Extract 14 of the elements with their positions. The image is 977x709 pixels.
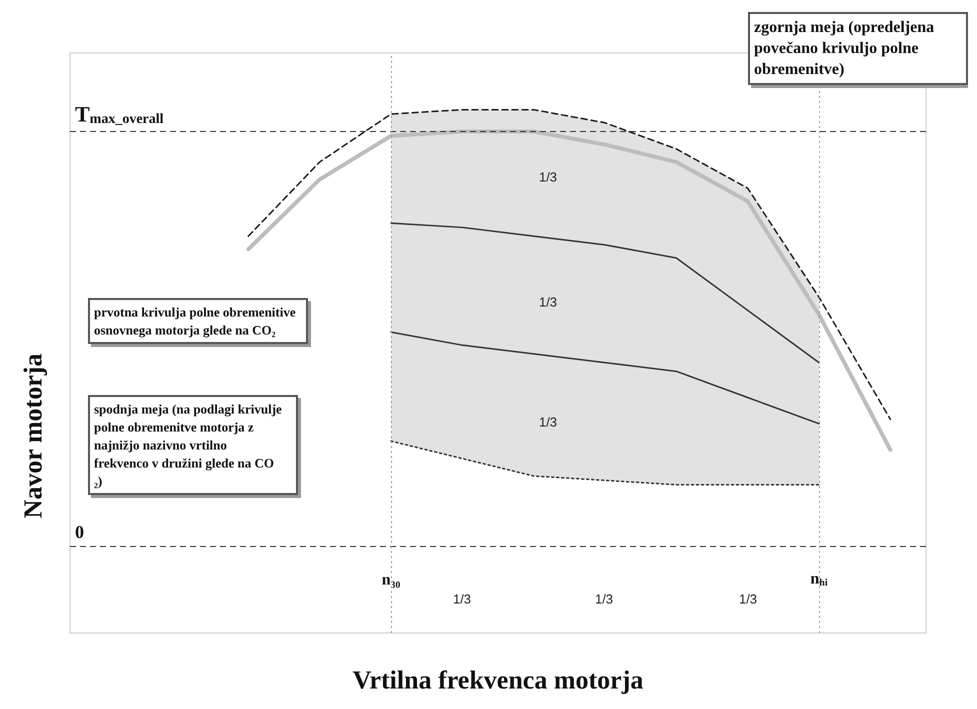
y-axis-title: Navor motorja xyxy=(18,353,48,518)
annotation: 1/3 xyxy=(538,170,558,184)
text: 1/3 xyxy=(594,592,614,606)
text: zgornja meja (opredeljena povečano krivuljo polne obremenitve) xyxy=(754,19,938,78)
text: 1/3 xyxy=(738,592,758,606)
x-tick-label: n₃₀ xyxy=(382,572,400,588)
x-axis-title: Vrtilna frekvenca motorja xyxy=(352,666,644,694)
ref-line-label: Tmax_overall xyxy=(75,101,164,127)
annotation: 1/3 xyxy=(538,294,558,310)
annotation: 1/3 xyxy=(538,414,558,430)
annotation: prvotna krivulja polne obremenitive osnovnega motorja glede na CO₂ xyxy=(94,304,299,338)
ref-line-label: 0 xyxy=(75,522,84,542)
annotation: spodnja meja (na podlagi krivulje polne obremenitve motorja z najnižjo nazivno vrtilno frekvenco v družini glede na CO₂) xyxy=(94,402,286,488)
text: 1/3 xyxy=(452,592,472,606)
